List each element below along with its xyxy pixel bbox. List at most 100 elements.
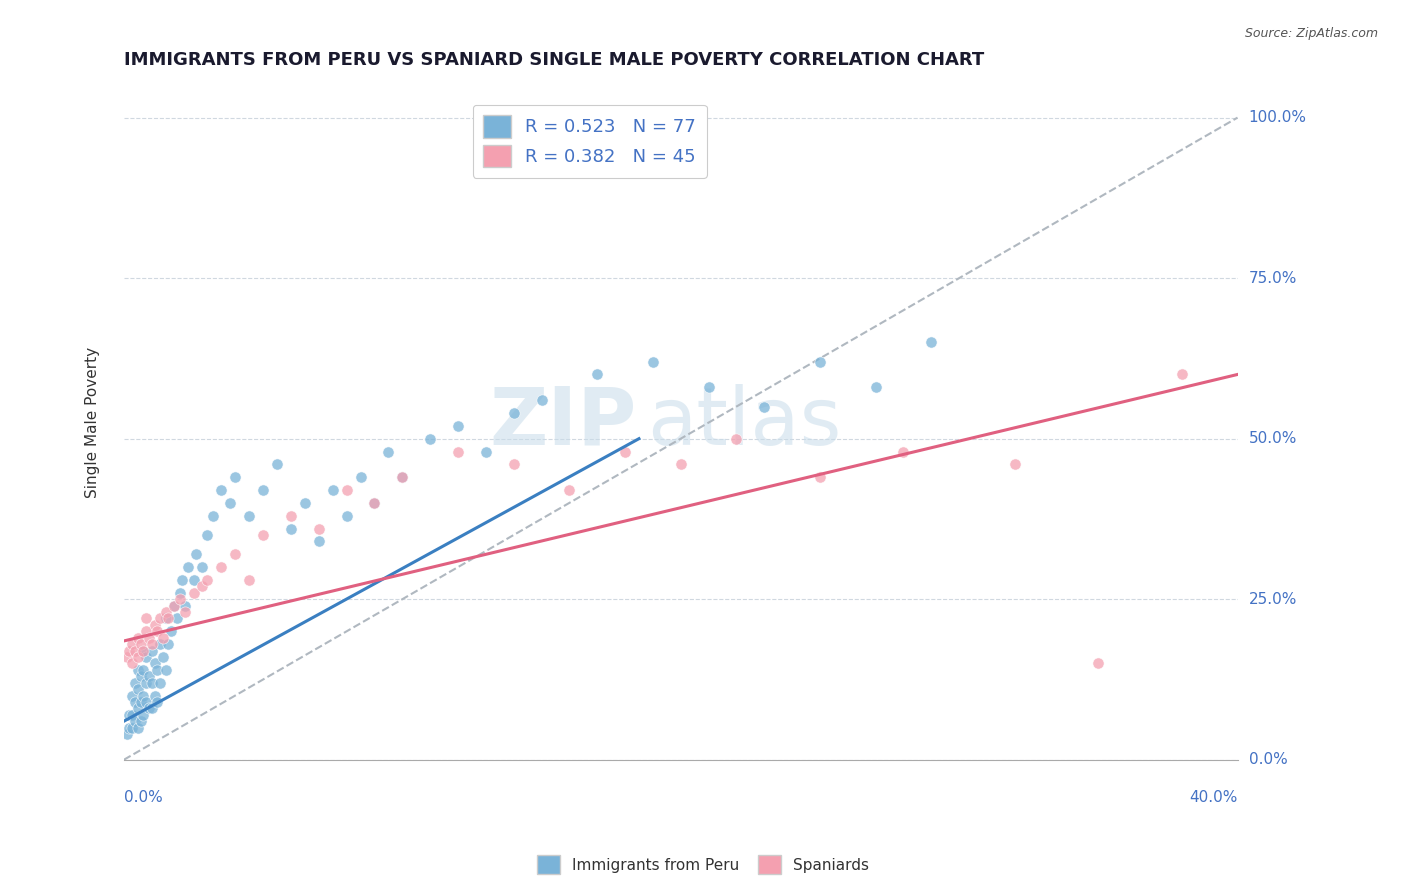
Point (124, 695, 146, 709)
Point (149, 611, 172, 625)
Point (146, 695, 169, 709)
Point (155, 605, 177, 619)
Point (157, 611, 180, 625)
Point (377, 444, 399, 458)
Point (132, 689, 155, 703)
Point (127, 721, 149, 735)
Point (754, 400, 776, 414)
Point (1171, 368, 1194, 382)
Point (363, 496, 385, 510)
Point (183, 586, 205, 600)
Text: 100.0%: 100.0% (1249, 110, 1306, 125)
Point (135, 611, 157, 625)
Point (157, 637, 180, 651)
Text: atlas: atlas (647, 384, 842, 462)
Point (294, 496, 316, 510)
Point (266, 458, 288, 472)
Point (118, 643, 141, 657)
Point (558, 483, 581, 497)
Text: ZIP: ZIP (489, 384, 636, 462)
Point (141, 701, 163, 715)
Point (725, 432, 748, 446)
Point (322, 483, 344, 497)
Point (169, 586, 191, 600)
Point (808, 470, 831, 484)
Point (893, 444, 915, 458)
Point (502, 458, 524, 472)
Point (135, 675, 157, 690)
Point (447, 418, 470, 433)
Point (155, 663, 177, 677)
Point (138, 669, 160, 683)
Point (252, 528, 274, 542)
Point (502, 406, 524, 420)
Text: Source: ZipAtlas.com: Source: ZipAtlas.com (1244, 27, 1378, 40)
Point (124, 675, 146, 690)
Point (252, 483, 274, 497)
Legend: Immigrants from Peru, Spaniards: Immigrants from Peru, Spaniards (531, 849, 875, 880)
Point (118, 721, 141, 735)
Point (115, 727, 138, 741)
Point (132, 643, 155, 657)
Point (191, 579, 214, 593)
Point (121, 637, 143, 651)
Point (141, 637, 163, 651)
Point (143, 657, 166, 671)
Point (135, 624, 157, 639)
Point (419, 432, 441, 446)
Point (141, 675, 163, 690)
Point (127, 650, 149, 665)
Point (121, 707, 143, 722)
Point (129, 714, 152, 729)
Point (391, 470, 413, 484)
Point (349, 470, 371, 484)
Point (127, 663, 149, 677)
Point (865, 380, 887, 394)
Point (138, 701, 160, 715)
Point (121, 657, 143, 671)
Point (121, 721, 143, 735)
Point (169, 592, 191, 607)
Legend: R = 0.523   N = 77, R = 0.382   N = 45: R = 0.523 N = 77, R = 0.382 N = 45 (472, 104, 707, 178)
Y-axis label: Single Male Poverty: Single Male Poverty (86, 347, 100, 499)
Point (146, 624, 169, 639)
Point (201, 508, 224, 523)
Point (391, 470, 413, 484)
Point (308, 522, 330, 536)
Point (166, 611, 188, 625)
Point (127, 631, 149, 645)
Point (641, 354, 664, 368)
Point (135, 695, 157, 709)
Point (174, 605, 197, 619)
Point (152, 650, 174, 665)
Point (197, 528, 219, 542)
Point (238, 573, 260, 587)
Point (132, 643, 155, 657)
Point (118, 707, 141, 722)
Point (143, 618, 166, 632)
Point (155, 611, 177, 625)
Point (1004, 458, 1026, 472)
Point (124, 643, 146, 657)
Point (160, 624, 183, 639)
Point (138, 631, 160, 645)
Point (280, 522, 302, 536)
Text: IMMIGRANTS FROM PERU VS SPANIARD SINGLE MALE POVERTY CORRELATION CHART: IMMIGRANTS FROM PERU VS SPANIARD SINGLE … (124, 51, 984, 69)
Point (132, 663, 155, 677)
Point (336, 508, 359, 523)
Point (530, 393, 553, 408)
Point (224, 547, 246, 561)
Point (132, 707, 155, 722)
Point (146, 663, 169, 677)
Point (127, 682, 149, 697)
Point (308, 534, 330, 549)
Point (808, 354, 831, 368)
Point (197, 573, 219, 587)
Point (124, 714, 146, 729)
Point (280, 508, 302, 523)
Point (149, 675, 172, 690)
Point (586, 368, 609, 382)
Text: 0.0%: 0.0% (124, 790, 163, 805)
Point (186, 547, 208, 561)
Point (363, 496, 385, 510)
